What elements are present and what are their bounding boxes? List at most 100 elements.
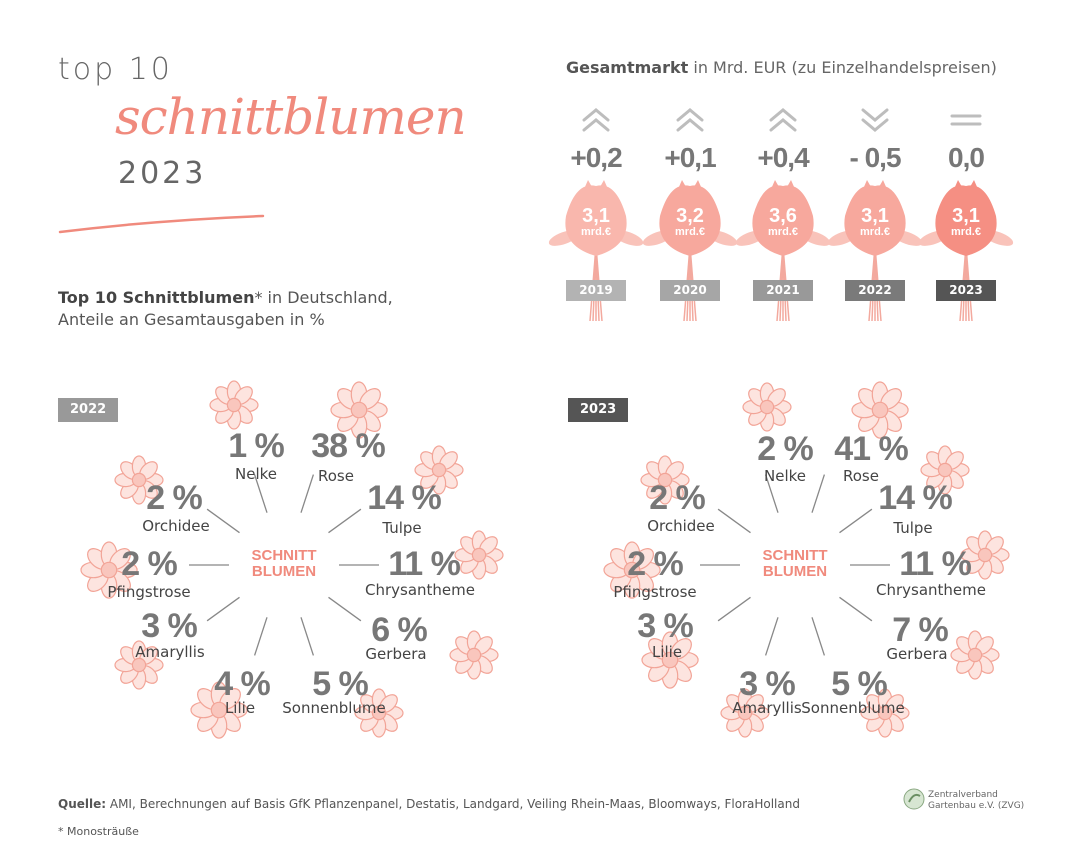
gerbera-icon xyxy=(449,630,499,680)
center-label: SCHNITT BLUMEN xyxy=(750,548,840,580)
market-value-number: 3,1 xyxy=(861,205,889,227)
bouquet-icon xyxy=(735,180,831,322)
pfingstrose-icon xyxy=(80,541,138,599)
year-badge: 2022 xyxy=(845,280,905,301)
slice-label: Chrysantheme xyxy=(876,581,986,599)
nelke-icon xyxy=(209,380,259,430)
spoke-line xyxy=(328,596,362,622)
title-year: 2023 xyxy=(118,156,207,191)
slice-percent: 11 % xyxy=(899,545,972,583)
tulpe-icon xyxy=(414,445,464,495)
title-top10: top 10 xyxy=(58,52,173,87)
tulpe-icon xyxy=(920,445,970,495)
nelke-icon xyxy=(742,382,792,432)
slice-percent: 2 % xyxy=(627,545,684,583)
market-value-number: 3,6 xyxy=(769,205,797,227)
center-label-line: SCHNITT xyxy=(251,547,317,564)
slice-label: Chrysantheme xyxy=(365,581,475,599)
slice-percent: 4 % xyxy=(214,665,271,703)
slice-percent: 2 % xyxy=(121,545,178,583)
market-value-unit: mrd.€ xyxy=(675,226,705,238)
slice-percent: 3 % xyxy=(637,607,694,645)
market-title: Gesamtmarkt in Mrd. EUR (zu Einzelhandel… xyxy=(566,58,997,77)
spoke-line xyxy=(717,596,751,622)
orchidee-icon xyxy=(114,455,164,505)
market-delta: +0,1 xyxy=(664,142,716,173)
slice-label: Orchidee xyxy=(647,517,715,535)
spokes xyxy=(189,474,379,656)
spoke-line xyxy=(717,508,751,534)
year-badge: 2020 xyxy=(660,280,720,301)
market-value: 3,1 mrd.€ xyxy=(556,206,636,239)
slice-label: Amaryllis xyxy=(732,699,802,717)
slice-label: Gerbera xyxy=(886,645,948,663)
year-badge: 2019 xyxy=(566,280,626,301)
subtitle: Top 10 Schnittblumen* in Deutschland, An… xyxy=(58,287,393,331)
title-script: schnittblumen xyxy=(115,88,467,146)
trend-down-icon xyxy=(861,108,889,132)
spoke-line xyxy=(839,596,873,622)
source: Quelle: AMI, Berechnungen auf Basis GfK … xyxy=(58,797,800,811)
spoke-line xyxy=(811,474,826,513)
slice-label: Amaryllis xyxy=(135,643,205,661)
market-value: 3,6 mrd.€ xyxy=(743,206,823,239)
slice-percent: 2 % xyxy=(649,479,706,517)
logo-text: Zentralverband Gartenbau e.V. (ZVG) xyxy=(928,790,1024,812)
market-value: 3,2 mrd.€ xyxy=(650,206,730,239)
slice-percent: 5 % xyxy=(312,665,369,703)
chart-year-badge: 2022 xyxy=(58,398,119,422)
slice-label: Nelke xyxy=(235,465,277,483)
year-badge: 2021 xyxy=(753,280,813,301)
chrysantheme-icon xyxy=(454,530,504,580)
slice-label: Sonnenblume xyxy=(282,699,386,717)
spoke-line xyxy=(764,617,779,656)
lilie-icon xyxy=(641,631,699,689)
bouquet-icon xyxy=(827,180,923,322)
market-delta: 0,0 xyxy=(948,142,985,173)
slice-label: Tulpe xyxy=(382,519,422,537)
market-delta: - 0,5 xyxy=(849,142,901,173)
slice-label: Rose xyxy=(843,467,879,485)
market-value-unit: mrd.€ xyxy=(951,226,981,238)
slice-label: Tulpe xyxy=(893,519,933,537)
trend-up-icon xyxy=(676,108,704,132)
slice-percent: 2 % xyxy=(146,479,203,517)
trend-up-icon xyxy=(582,108,610,132)
slice-percent: 38 % xyxy=(311,427,386,465)
spoke-line xyxy=(300,617,315,656)
logo-line2: Gartenbau e.V. (ZVG) xyxy=(928,801,1025,811)
rose-icon xyxy=(330,381,388,439)
slice-percent: 7 % xyxy=(892,611,949,649)
market-value-unit: mrd.€ xyxy=(768,226,798,238)
footnote: * Monosträuße xyxy=(58,825,139,838)
center-label-line: BLUMEN xyxy=(762,563,828,580)
market-value-number: 3,2 xyxy=(676,205,704,227)
slice-label: Pfingstrose xyxy=(107,583,191,601)
chrysantheme-icon xyxy=(960,530,1010,580)
pfingstrose-icon xyxy=(603,541,661,599)
slice-percent: 2 % xyxy=(757,430,814,468)
slice-percent: 6 % xyxy=(371,611,428,649)
market-title-rest: in Mrd. EUR (zu Einzelhandelspreisen) xyxy=(688,58,997,77)
year-badge: 2023 xyxy=(936,280,996,301)
spoke-line xyxy=(811,617,826,656)
slice-label: Sonnenblume xyxy=(801,699,905,717)
slice-percent: 14 % xyxy=(367,479,442,517)
slice-percent: 3 % xyxy=(141,607,198,645)
subtitle-bold: Top 10 Schnittblumen xyxy=(58,288,255,307)
sonnenblume-icon xyxy=(860,688,910,738)
trend-flat-icon xyxy=(950,114,982,126)
spoke-line xyxy=(206,596,240,622)
bouquet-icon xyxy=(548,180,644,322)
center-label-line: BLUMEN xyxy=(251,563,317,580)
spoke-line xyxy=(206,508,240,534)
spoke-line xyxy=(839,508,873,534)
brush-underline xyxy=(58,214,265,234)
spoke-line xyxy=(764,474,779,513)
spoke-line xyxy=(300,474,315,513)
orchidee-icon xyxy=(640,455,690,505)
slice-percent: 14 % xyxy=(878,479,953,517)
source-text: AMI, Berechnungen auf Basis GfK Pflanzen… xyxy=(106,797,800,811)
bouquet-icon xyxy=(642,180,738,322)
market-value-number: 3,1 xyxy=(952,205,980,227)
